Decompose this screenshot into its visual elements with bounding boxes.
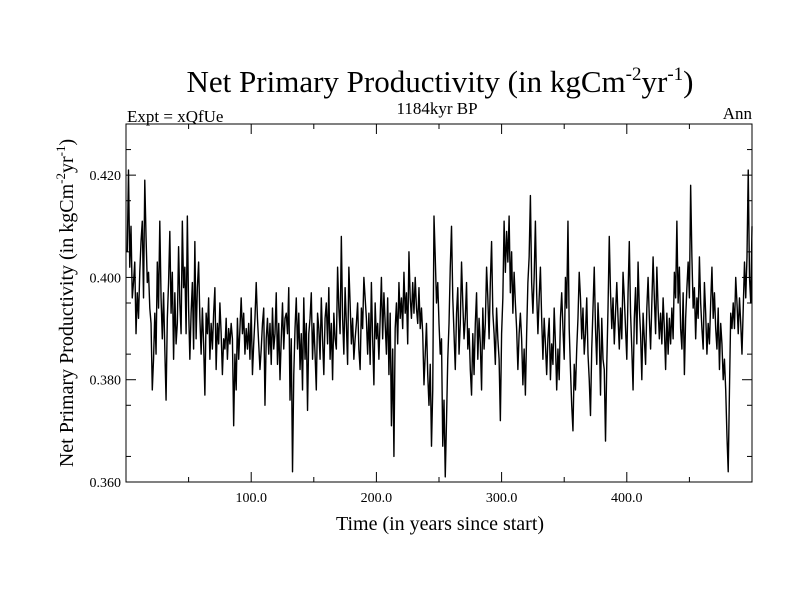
period-label: 1184kyr BP: [396, 99, 477, 118]
y-axis-label: Net Primary Productivity (in kgCm-2yr-1): [53, 139, 78, 467]
y-tick-label: 0.360: [90, 476, 122, 491]
x-tick-label: 400.0: [611, 491, 643, 506]
x-axis: 100.0 200.0 300.0 400.0: [188, 124, 690, 506]
x-tick-label: 100.0: [235, 491, 267, 506]
chart-title: Net Primary Productivity (in kgCm-2yr-1): [187, 64, 694, 99]
season-label: Ann: [723, 104, 753, 123]
x-tick-label: 200.0: [361, 491, 393, 506]
y-tick-label: 0.420: [90, 169, 122, 184]
experiment-label: Expt = xQfUe: [127, 107, 223, 126]
y-axis: 0.360 0.380 0.400 0.420: [90, 149, 752, 491]
x-axis-label: Time (in years since start): [336, 513, 544, 535]
y-tick-label: 0.400: [90, 271, 122, 286]
npp-series-line: [126, 169, 753, 478]
x-tick-label: 300.0: [486, 491, 518, 506]
y-tick-label: 0.380: [90, 374, 122, 389]
